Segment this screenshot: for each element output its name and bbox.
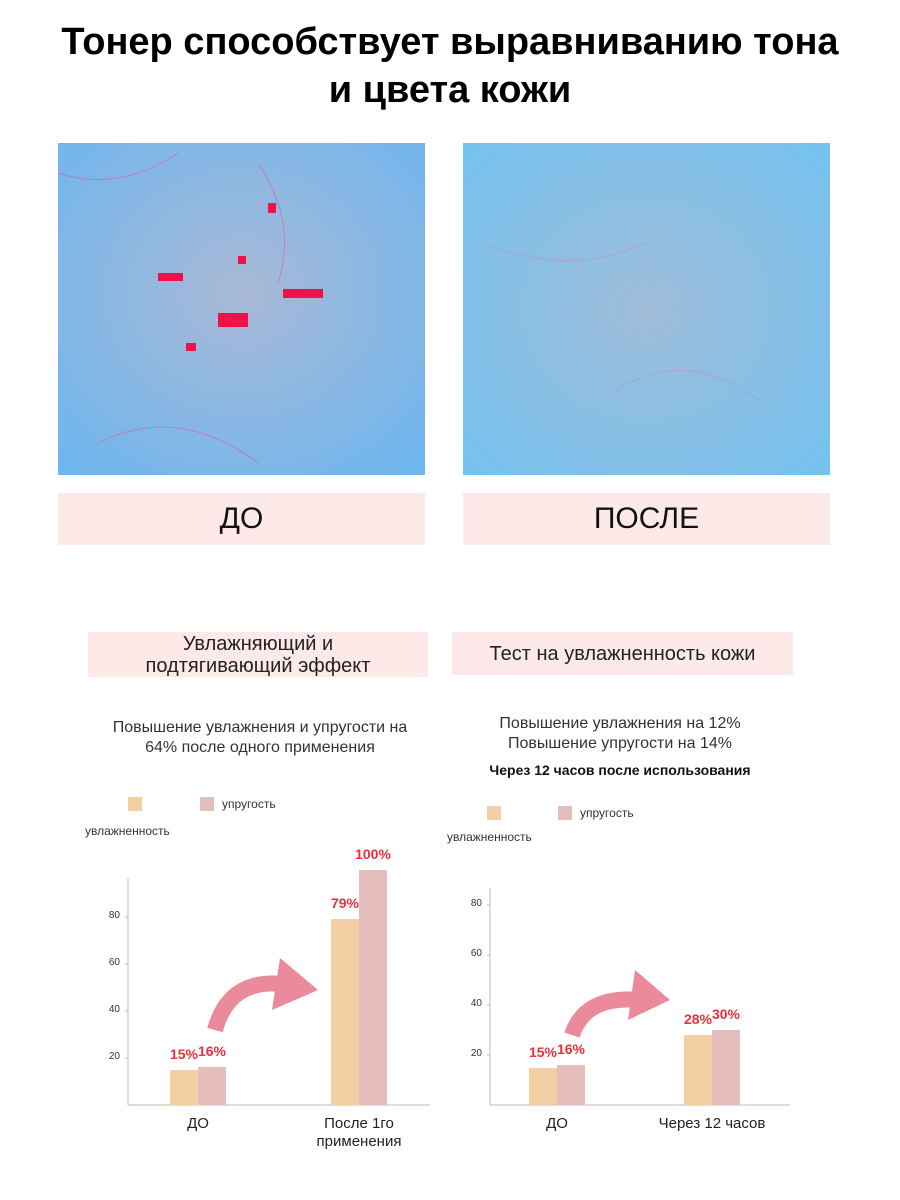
title: Тонер способствует выравниванию тона и ц… — [61, 21, 839, 111]
subtitle: Повышение упругости на 14% — [508, 735, 732, 752]
legend-swatch — [487, 806, 501, 820]
y-tick-label: 40 — [470, 998, 482, 1009]
y-tick-label: 60 — [470, 948, 482, 959]
bar — [712, 1030, 740, 1105]
arrow — [564, 991, 641, 1038]
arrow-head — [628, 970, 670, 1020]
value-label: 28% — [683, 1011, 713, 1027]
legend-label: упругость — [222, 797, 276, 811]
value-label: 16% — [197, 1043, 227, 1060]
before-label: ДО — [58, 493, 425, 545]
y-tick-label: 80 — [470, 898, 482, 909]
value-label: 15% — [169, 1045, 199, 1062]
bar — [529, 1067, 557, 1105]
bar — [331, 919, 359, 1105]
x-tick-label: ДО — [187, 1115, 209, 1132]
subtitle: Повышение увлажнения на 12% — [499, 715, 741, 732]
after-label: ПОСЛЕ — [463, 493, 830, 545]
legend-label: увлажненность — [85, 824, 170, 838]
value-label: 16% — [556, 1041, 586, 1057]
legend-swatch — [128, 797, 142, 811]
value-label: 30% — [711, 1006, 741, 1022]
bar — [557, 1065, 585, 1105]
legend-swatch — [200, 797, 214, 811]
y-tick-label: 20 — [470, 1048, 482, 1059]
panel-heading: Увлажняющий и подтягивающий эффект — [88, 632, 428, 677]
x-tick-label: ДО — [546, 1115, 568, 1132]
bar — [170, 1069, 198, 1105]
before-photo — [58, 143, 425, 475]
y-tick-label: 80 — [108, 910, 120, 921]
subtitle: Повышение увлажнения и упругости на 64% … — [112, 719, 408, 756]
x-tick-label: После 1го применения — [316, 1115, 402, 1150]
arrow-head — [272, 958, 318, 1010]
y-tick-label: 40 — [108, 1004, 120, 1015]
bar — [198, 1067, 226, 1105]
panel-heading: Тест на увлажненность кожи — [452, 632, 793, 675]
bar — [684, 1035, 712, 1105]
arrow — [207, 975, 292, 1033]
value-label: 100% — [355, 846, 391, 862]
value-label: 79% — [330, 895, 360, 912]
bar — [359, 870, 387, 1105]
y-tick-label: 60 — [108, 957, 120, 968]
x-tick-label: Через 12 часов — [658, 1115, 766, 1132]
legend-label: упругость — [580, 806, 634, 820]
legend-swatch — [558, 806, 572, 820]
note: Через 12 часов после использования — [489, 762, 751, 778]
after-photo — [463, 143, 830, 475]
legend-label: увлажненность — [447, 830, 532, 844]
value-label: 15% — [528, 1043, 558, 1060]
y-tick-label: 20 — [108, 1051, 120, 1062]
